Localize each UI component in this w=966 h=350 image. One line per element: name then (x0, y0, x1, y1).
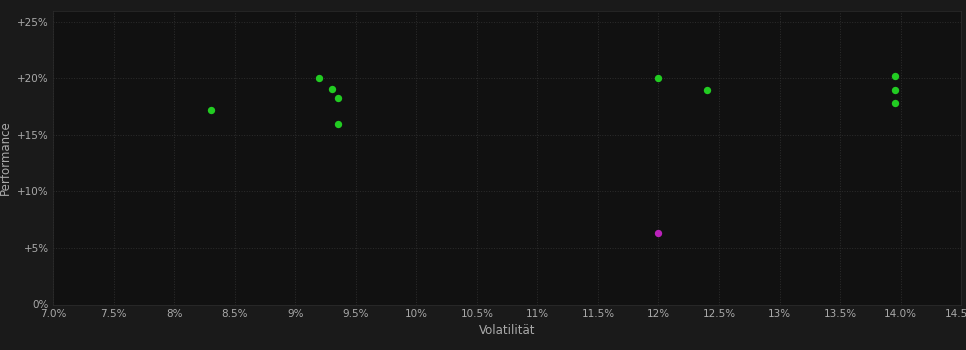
Point (887, 87, 902, 92)
Point (887, 100, 902, 106)
Point (330, 95, 346, 100)
Point (324, 86, 339, 91)
Point (330, 121, 346, 126)
Y-axis label: Performance: Performance (0, 120, 12, 195)
Point (651, 75, 667, 80)
X-axis label: Volatilität: Volatilität (479, 324, 535, 337)
Point (887, 73, 902, 79)
Point (651, 230, 667, 236)
Point (312, 75, 327, 80)
Point (699, 87, 715, 92)
Point (203, 107, 218, 113)
